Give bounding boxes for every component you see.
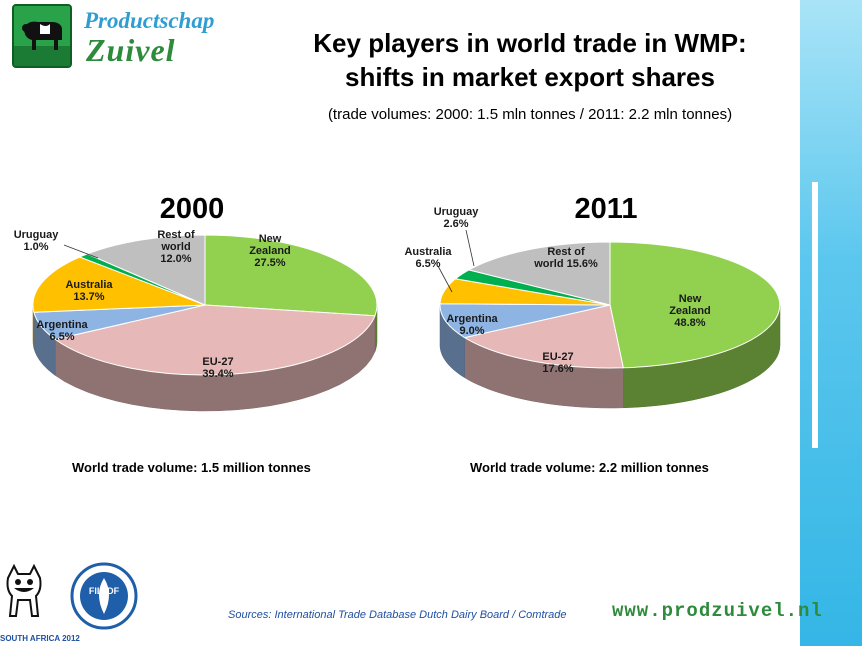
pie-2000-label-new-zealand: New Zealand 27.5% xyxy=(249,233,291,269)
pie-2011-label-new-zealand: New Zealand 48.8% xyxy=(669,293,711,329)
pie-2011-label-rest-of-world: Rest of world 15.6% xyxy=(533,246,598,270)
pie-2011-label-australia: Australia 6.5% xyxy=(404,246,452,270)
pie-2011-slice-rest-of-world xyxy=(467,241,611,306)
sources-text: Sources: International Trade Database Du… xyxy=(228,609,567,621)
pie-2011-slice-new-zealand xyxy=(609,241,781,369)
pie-2011-label-uruguay: Uruguay 2.6% xyxy=(434,206,480,230)
page-subtitle: (trade volumes: 2000: 1.5 mln tonnes / 2… xyxy=(327,106,733,123)
pie-charts: 2000 New Zealand 27.5% EU-27 39.4% Argentina 6.… xyxy=(14,193,781,412)
pie-2000-slice-eu-27 xyxy=(54,304,376,376)
cow-sketch-icon xyxy=(6,563,42,617)
pie-2011-slice-argentina xyxy=(439,303,611,339)
side-bar-divider xyxy=(812,182,818,448)
logo-text-productschap: Productschap xyxy=(84,8,215,33)
productschap-zuivel-logo: Productschap Zuivel xyxy=(12,4,252,68)
pie-2011-title: 2011 xyxy=(575,193,638,225)
page-title: Key players in world trade in WMP: shift… xyxy=(250,26,810,94)
caption-2000: World trade volume: 1.5 million tonnes xyxy=(72,460,311,475)
fil-idf-logo xyxy=(70,562,138,630)
website-link[interactable]: www.prodzuivel.nl xyxy=(612,600,823,622)
pie-2000-title: 2000 xyxy=(160,193,225,225)
pie-2011-leader-australia xyxy=(437,265,453,293)
pie-2011-label-argentina: Argentina 9.0% xyxy=(446,313,498,337)
pie-2000-slice-australia xyxy=(32,256,206,313)
pie-2000-slice-new-zealand xyxy=(204,234,378,317)
pie-2000-label-argentina: Argentina 6.5% xyxy=(36,319,88,343)
decorative-side-bar xyxy=(800,0,862,646)
title-line-1: Key players in world trade in WMP: xyxy=(313,28,747,58)
pie-2000-label-uruguay: Uruguay 1.0% xyxy=(14,229,60,253)
caption-2011: World trade volume: 2.2 million tonnes xyxy=(470,460,709,475)
logo-text-zuivel: Zuivel xyxy=(86,32,176,68)
pie-2000-leader-uruguay xyxy=(63,244,99,259)
pie-2000-slice-rest-of-world xyxy=(86,234,206,306)
pie-2000-label-australia: Australia 13.7% xyxy=(65,279,113,303)
pie-2011-leader-uruguay xyxy=(465,229,475,267)
pie-2011-slice-eu-27 xyxy=(463,304,624,369)
pie-2011-label-eu-27: EU-27 17.6% xyxy=(542,351,573,375)
pie-2000-label-eu-27: EU-27 39.4% xyxy=(202,356,233,380)
fil-logo-text: FIL IDF xyxy=(88,586,120,596)
title-line-2: shifts in market export shares xyxy=(345,62,715,92)
summit-logo-text: SOUTH AFRICA 2012 xyxy=(0,634,80,643)
bottom-logos: FIL IDF SOUTH AFRICA 2012 xyxy=(0,556,160,646)
pie-2000-label-rest-of-world: Rest of world 12.0% xyxy=(157,229,195,265)
cow-logo-icon xyxy=(12,4,72,68)
